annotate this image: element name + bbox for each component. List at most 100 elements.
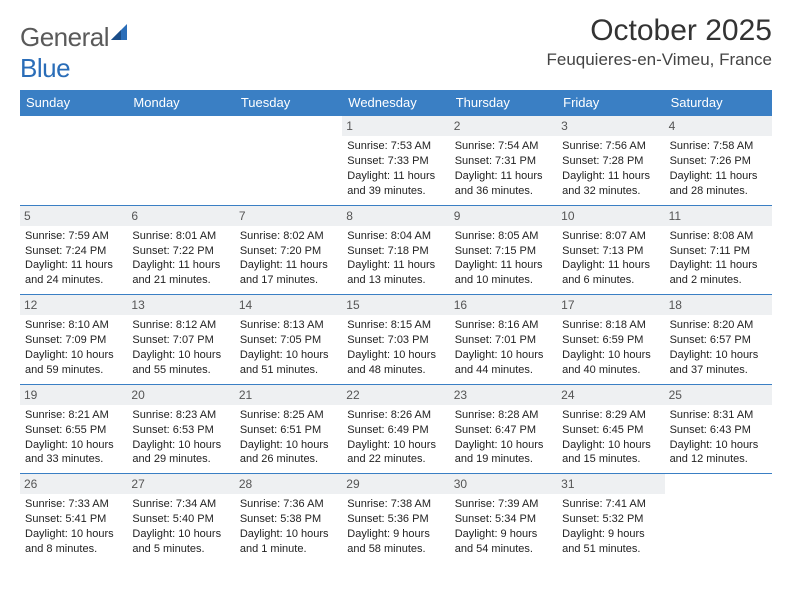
brand-part1: General [20,22,109,52]
day-number: 8 [342,206,449,226]
day-number: 15 [342,295,449,315]
brand-text: GeneralBlue [20,22,131,84]
calendar-cell: 7Sunrise: 8:02 AMSunset: 7:20 PMDaylight… [235,205,342,295]
sunrise-text: Sunrise: 7:59 AM [25,229,122,244]
daylight-text: Daylight: 10 hours and 33 minutes. [25,438,122,468]
daylight-text: Daylight: 10 hours and 22 minutes. [347,438,444,468]
daylight-text: Daylight: 10 hours and 8 minutes. [25,527,122,557]
calendar-cell: 29Sunrise: 7:38 AMSunset: 5:36 PMDayligh… [342,473,449,563]
calendar-cell: 12Sunrise: 8:10 AMSunset: 7:09 PMDayligh… [20,294,127,384]
sail-icon [109,18,131,38]
weekday-label: Tuesday [235,90,342,115]
calendar-cell: 17Sunrise: 8:18 AMSunset: 6:59 PMDayligh… [557,294,664,384]
calendar-cell [127,115,234,205]
day-number: 10 [557,206,664,226]
day-number: 30 [450,474,557,494]
sunrise-text: Sunrise: 7:36 AM [240,497,337,512]
calendar-cell: 9 Sunrise: 8:05 AMSunset: 7:15 PMDaylight… [450,205,557,295]
daylight-text: Daylight: 11 hours and 2 minutes. [670,258,767,288]
daylight-text: Daylight: 11 hours and 32 minutes. [562,169,659,199]
daylight-text: Daylight: 11 hours and 28 minutes. [670,169,767,199]
sunset-text: Sunset: 7:31 PM [455,154,552,169]
daylight-text: Daylight: 10 hours and 40 minutes. [562,348,659,378]
daylight-text: Daylight: 11 hours and 36 minutes. [455,169,552,199]
daylight-text: Daylight: 11 hours and 13 minutes. [347,258,444,288]
sunset-text: Sunset: 6:53 PM [132,423,229,438]
sunset-text: Sunset: 7:01 PM [455,333,552,348]
day-number: 1 [342,116,449,136]
day-number: 9 [450,206,557,226]
sunrise-text: Sunrise: 7:53 AM [347,139,444,154]
sunset-text: Sunset: 7:18 PM [347,244,444,259]
sunrise-text: Sunrise: 7:41 AM [562,497,659,512]
sunrise-text: Sunrise: 8:05 AM [455,229,552,244]
sunset-text: Sunset: 6:57 PM [670,333,767,348]
sunrise-text: Sunrise: 7:38 AM [347,497,444,512]
day-number: 18 [665,295,772,315]
daylight-text: Daylight: 9 hours and 54 minutes. [455,527,552,557]
day-number: 11 [665,206,772,226]
day-number: 5 [20,206,127,226]
day-number: 3 [557,116,664,136]
sunset-text: Sunset: 7:26 PM [670,154,767,169]
calendar-cell: 14Sunrise: 8:13 AMSunset: 7:05 PMDayligh… [235,294,342,384]
calendar-cell: 6Sunrise: 8:01 AMSunset: 7:22 PMDaylight… [127,205,234,295]
calendar-cell: 5Sunrise: 7:59 AMSunset: 7:24 PMDaylight… [20,205,127,295]
sunrise-text: Sunrise: 8:10 AM [25,318,122,333]
daylight-text: Daylight: 11 hours and 24 minutes. [25,258,122,288]
calendar-cell: 31Sunrise: 7:41 AMSunset: 5:32 PMDayligh… [557,473,664,563]
day-number: 29 [342,474,449,494]
calendar-cell [20,115,127,205]
sunrise-text: Sunrise: 8:20 AM [670,318,767,333]
weekday-header: Sunday Monday Tuesday Wednesday Thursday… [20,90,772,115]
daylight-text: Daylight: 10 hours and 59 minutes. [25,348,122,378]
day-number: 6 [127,206,234,226]
sunset-text: Sunset: 5:41 PM [25,512,122,527]
sunset-text: Sunset: 7:15 PM [455,244,552,259]
day-number: 16 [450,295,557,315]
day-number: 23 [450,385,557,405]
weekday-label: Sunday [20,90,127,115]
daylight-text: Daylight: 10 hours and 55 minutes. [132,348,229,378]
day-number: 31 [557,474,664,494]
daylight-text: Daylight: 10 hours and 44 minutes. [455,348,552,378]
sunset-text: Sunset: 6:47 PM [455,423,552,438]
calendar-cell: 30 Sunrise: 7:39 AMSunset: 5:34 PMDayligh… [450,473,557,563]
daylight-text: Daylight: 10 hours and 15 minutes. [562,438,659,468]
calendar-cell: 15Sunrise: 8:15 AMSunset: 7:03 PMDayligh… [342,294,449,384]
daylight-text: Daylight: 10 hours and 26 minutes. [240,438,337,468]
sunset-text: Sunset: 5:36 PM [347,512,444,527]
calendar-cell: 13Sunrise: 8:12 AMSunset: 7:07 PMDayligh… [127,294,234,384]
calendar-cell: 2Sunrise: 7:54 AMSunset: 7:31 PMDaylight… [450,115,557,205]
sunset-text: Sunset: 7:20 PM [240,244,337,259]
sunrise-text: Sunrise: 7:56 AM [562,139,659,154]
sunrise-text: Sunrise: 8:04 AM [347,229,444,244]
sunset-text: Sunset: 6:49 PM [347,423,444,438]
calendar-page: GeneralBlue October 2025 Feuquieres-en-V… [0,0,792,563]
sunrise-text: Sunrise: 7:39 AM [455,497,552,512]
sunrise-text: Sunrise: 8:25 AM [240,408,337,423]
calendar-cell: 11Sunrise: 8:08 AMSunset: 7:11 PMDayligh… [665,205,772,295]
calendar-cell: 24Sunrise: 8:29 AMSunset: 6:45 PMDayligh… [557,384,664,474]
weekday-label: Friday [557,90,664,115]
month-title: October 2025 [546,14,772,48]
brand-logo: GeneralBlue [20,14,131,84]
day-number: 28 [235,474,342,494]
daylight-text: Daylight: 11 hours and 10 minutes. [455,258,552,288]
day-number: 12 [20,295,127,315]
sunset-text: Sunset: 5:34 PM [455,512,552,527]
calendar-cell [665,473,772,563]
day-number: 4 [665,116,772,136]
weekday-label: Monday [127,90,234,115]
day-number: 14 [235,295,342,315]
daylight-text: Daylight: 10 hours and 1 minute. [240,527,337,557]
calendar-cell: 26Sunrise: 7:33 AMSunset: 5:41 PMDayligh… [20,473,127,563]
sunrise-text: Sunrise: 8:08 AM [670,229,767,244]
sunset-text: Sunset: 7:05 PM [240,333,337,348]
calendar-cell: 28Sunrise: 7:36 AMSunset: 5:38 PMDayligh… [235,473,342,563]
day-number: 22 [342,385,449,405]
calendar-cell: 3Sunrise: 7:56 AMSunset: 7:28 PMDaylight… [557,115,664,205]
calendar-cell: 20Sunrise: 8:23 AMSunset: 6:53 PMDayligh… [127,384,234,474]
header: GeneralBlue October 2025 Feuquieres-en-V… [20,14,772,84]
sunset-text: Sunset: 5:40 PM [132,512,229,527]
